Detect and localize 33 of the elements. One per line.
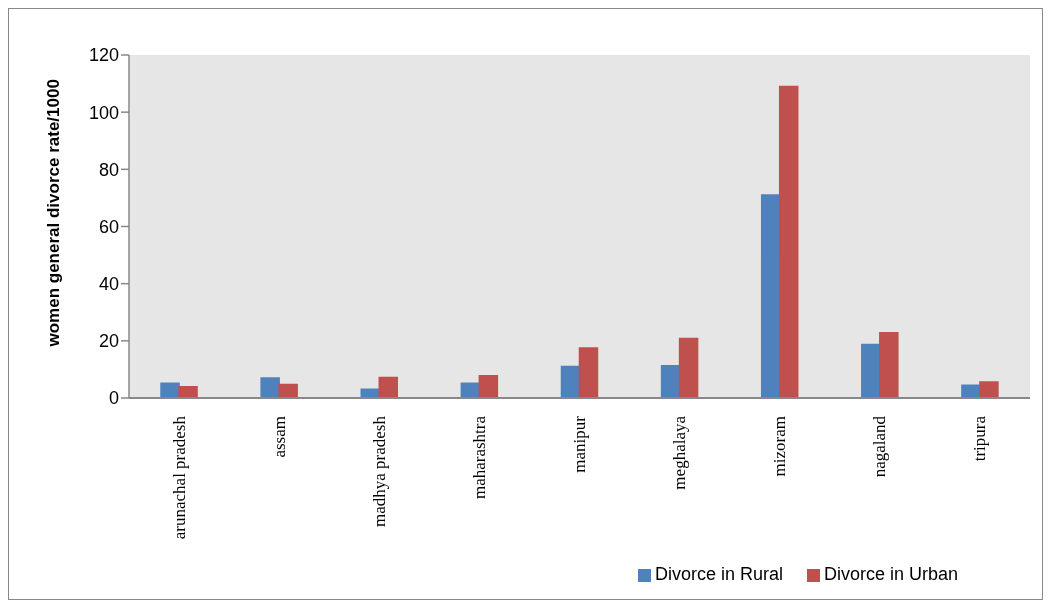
bar (778, 85, 799, 398)
y-tick-label: 20 (98, 331, 119, 352)
y-tick-label: 60 (98, 216, 119, 237)
bar (478, 374, 499, 398)
bar (879, 332, 899, 398)
bar (260, 377, 280, 398)
y-tick-label: 80 (98, 159, 119, 180)
bar (678, 337, 699, 398)
bar (660, 364, 681, 398)
x-tick-label: arunachal pradesh (169, 415, 189, 540)
x-tick-label: madhya pradesh (369, 415, 389, 527)
x-tick-label: mizoram (770, 416, 790, 477)
legend-label: Divorce in Urban (823, 564, 958, 584)
bar (861, 343, 881, 398)
x-tick-label: manipur (570, 415, 589, 473)
bar (578, 347, 599, 398)
x-tick-label: tripura (970, 415, 990, 462)
y-tick-label: 40 (98, 274, 119, 295)
x-tick-label: maharashtra (469, 415, 489, 500)
bar (160, 382, 180, 398)
y-tick-label: 100 (88, 102, 119, 123)
x-tick-label: assam (269, 416, 289, 458)
bar (979, 381, 999, 398)
x-tick-label: meghalaya (670, 415, 690, 490)
bar (278, 383, 298, 398)
y-tick-label: 120 (88, 45, 119, 66)
legend-label: Divorce in Rural (654, 564, 783, 584)
x-tick-label: nagaland (870, 415, 890, 478)
bar (378, 376, 399, 398)
y-tick-label: 0 (108, 388, 119, 409)
bar (178, 386, 198, 398)
y-axis-title: women general divorce rate/1000 (44, 79, 64, 348)
bar (760, 194, 781, 398)
